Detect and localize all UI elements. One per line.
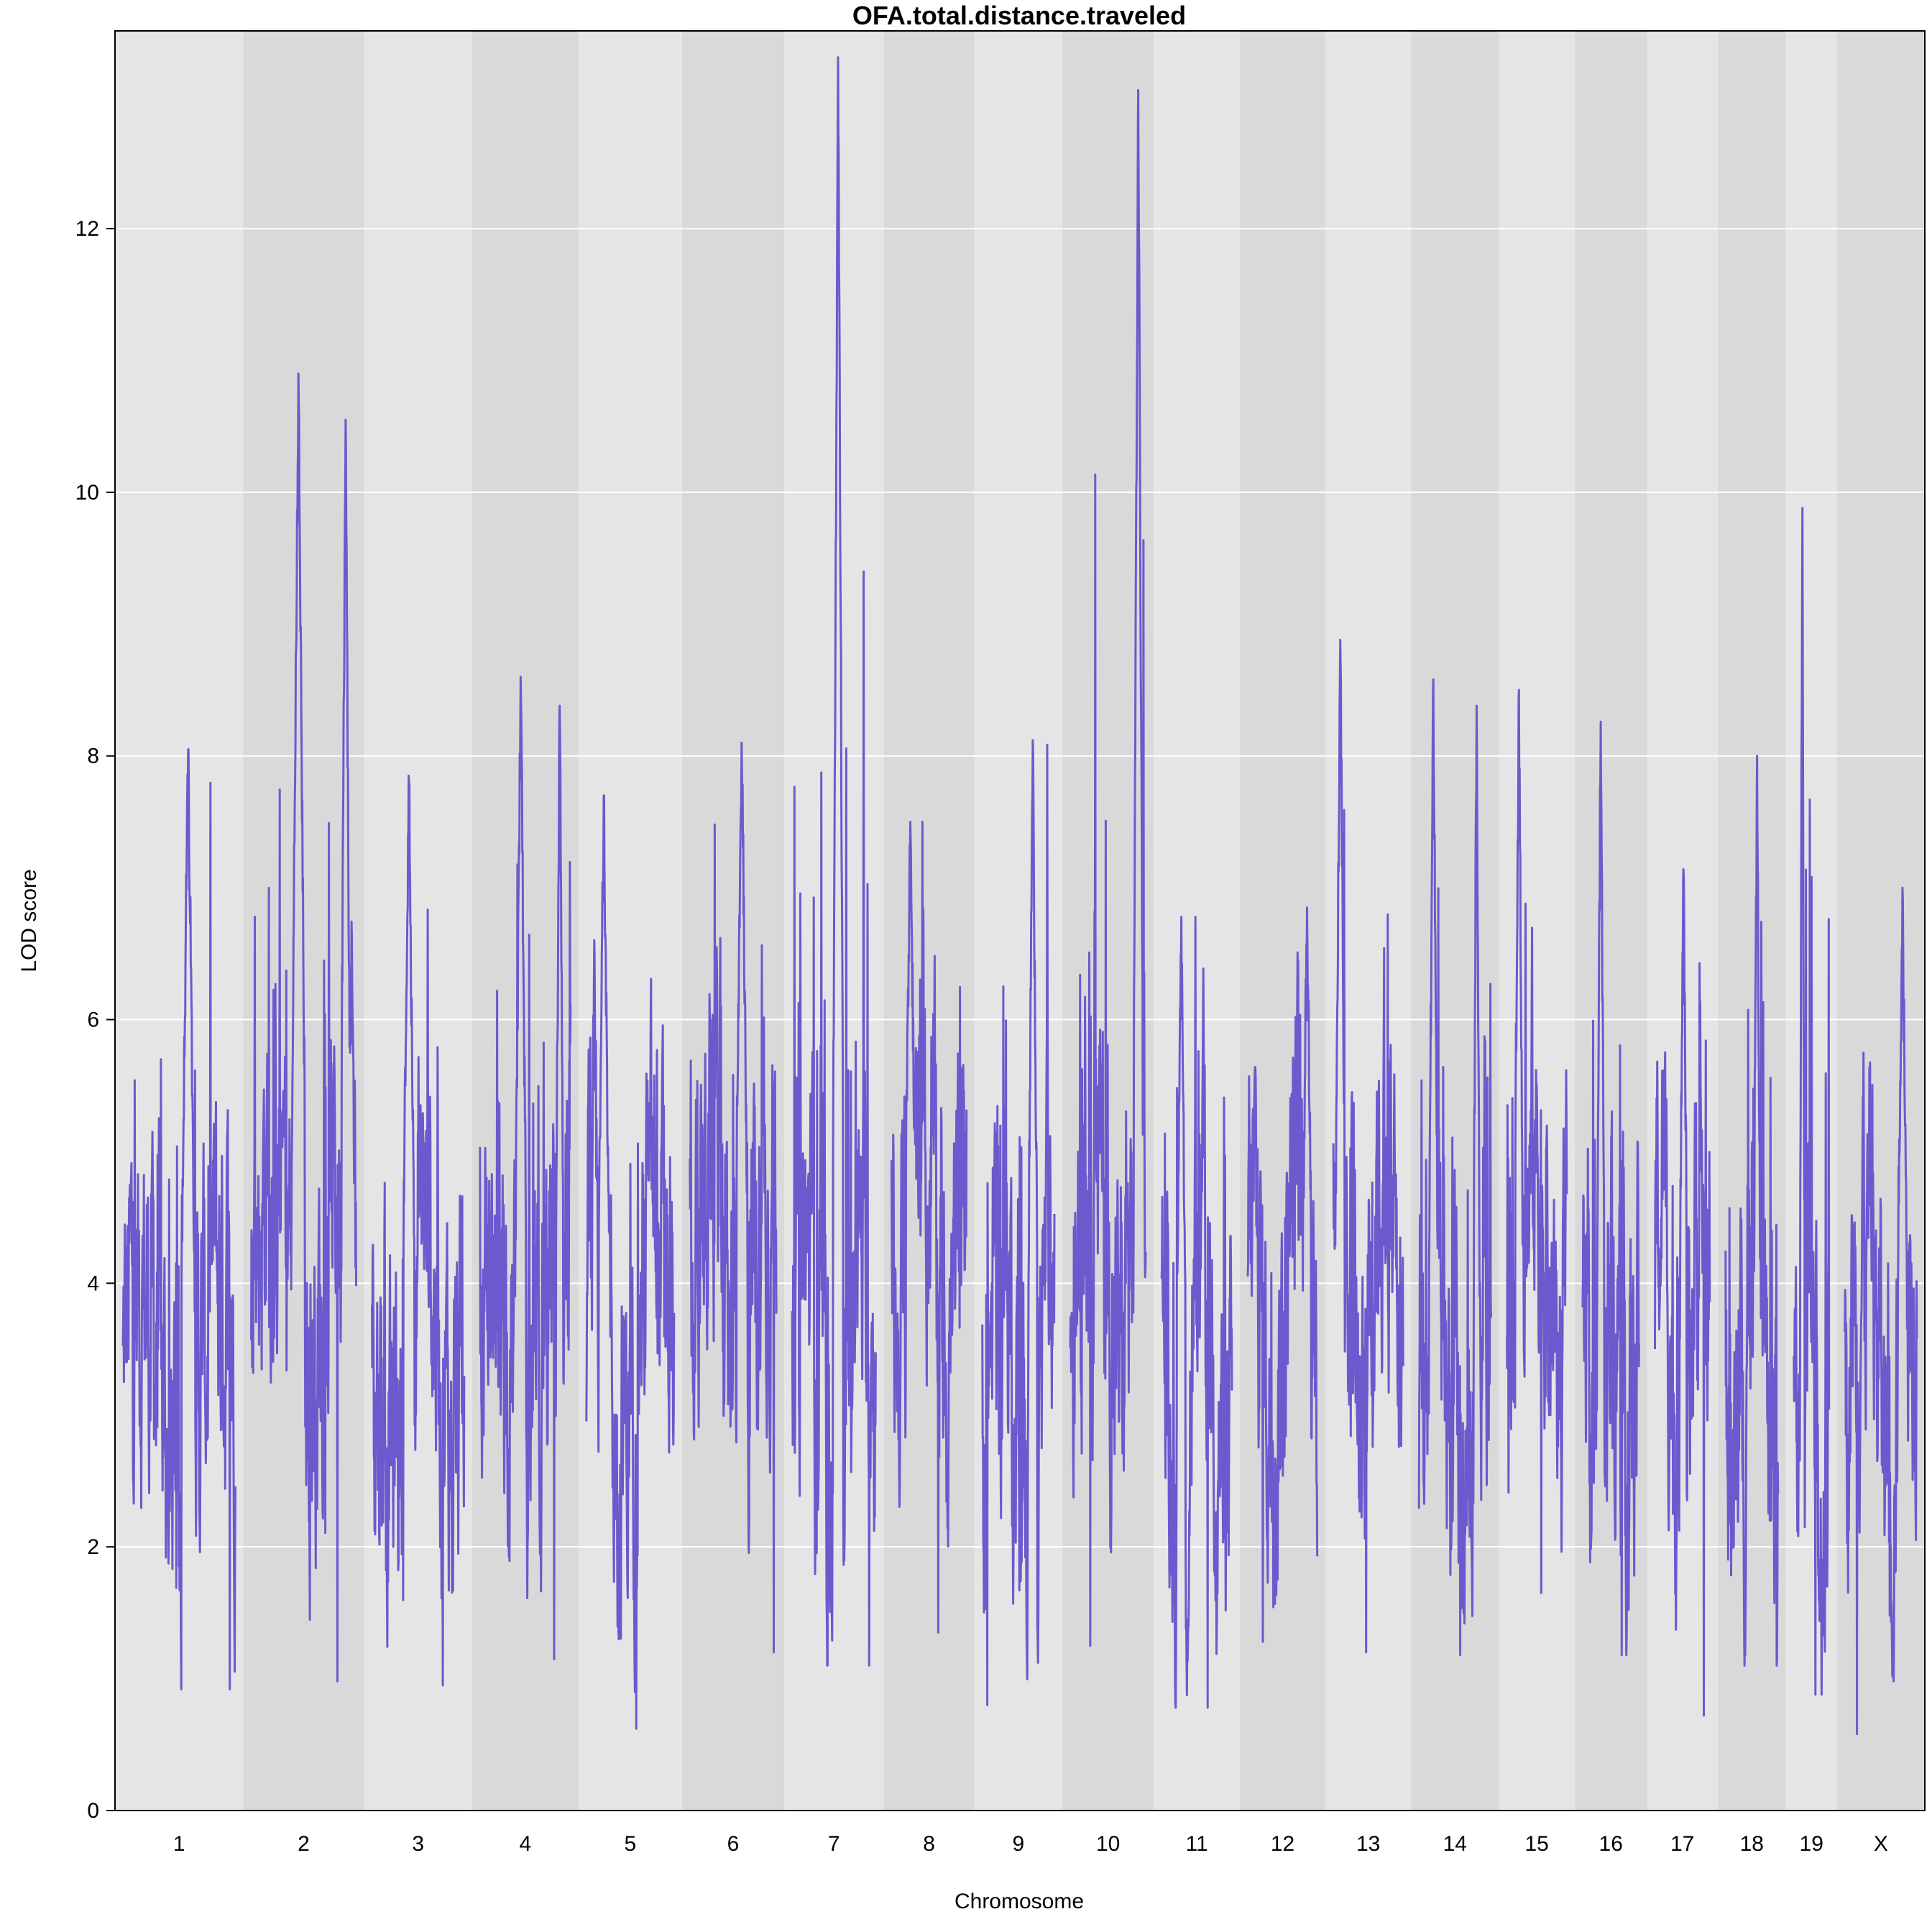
lod-trace-chr-1	[121, 748, 236, 1690]
lod-trace-chr-2	[250, 372, 357, 1683]
y-axis: 0 2 4 6 8 10 12	[75, 217, 115, 1823]
y-tick-label: 2	[87, 1535, 99, 1559]
x-tick-label: 10	[1096, 1832, 1120, 1856]
x-tick-label: 13	[1356, 1832, 1380, 1856]
chromosome-band-14	[1411, 31, 1499, 1811]
x-tick-label: 7	[828, 1832, 840, 1856]
x-tick-label: 5	[624, 1832, 636, 1856]
x-tick-label: 17	[1670, 1832, 1694, 1856]
lod-series	[121, 56, 1918, 1736]
lod-trace-chr-8	[890, 820, 968, 1634]
lod-trace-chr-11	[1160, 916, 1233, 1709]
lod-trace-chr-16	[1581, 720, 1640, 1657]
lod-trace-chr-9	[981, 739, 1056, 1706]
chromosome-band-15	[1499, 31, 1575, 1811]
lod-trace-chr-15	[1506, 689, 1568, 1594]
chromosome-band-5	[578, 31, 682, 1811]
x-tick-label: 4	[519, 1832, 531, 1856]
y-tick-label: 12	[75, 217, 99, 241]
lod-trace-chr-3	[371, 774, 466, 1687]
lod-trace-chr-6	[689, 741, 778, 1654]
x-tick-label: 1	[173, 1832, 185, 1856]
x-tick-label: 18	[1740, 1832, 1764, 1856]
x-tick-label: 2	[298, 1832, 310, 1856]
x-tick-label: 16	[1599, 1832, 1623, 1856]
chromosome-band-4	[472, 31, 579, 1811]
lod-trace-chr-14	[1417, 678, 1492, 1657]
lod-trace-chr-7	[791, 56, 877, 1667]
lod-trace-chr-13	[1332, 638, 1404, 1654]
x-axis-label: Chromosome	[954, 1890, 1084, 1913]
y-tick-label: 8	[87, 745, 99, 768]
lod-trace-chr-4	[479, 676, 572, 1660]
x-tick-label: 6	[727, 1832, 740, 1856]
x-tick-label: 8	[923, 1832, 935, 1856]
y-tick-label: 4	[87, 1271, 99, 1295]
x-tick-label: 9	[1013, 1832, 1025, 1856]
chromosome-bands	[115, 31, 1925, 1811]
x-tick-label: 3	[412, 1832, 424, 1856]
x-tick-label: 14	[1443, 1832, 1467, 1856]
x-tick-label: 12	[1271, 1832, 1294, 1856]
chromosome-band-X	[1836, 31, 1925, 1811]
chromosome-band-16	[1574, 31, 1647, 1811]
chromosome-band-12	[1240, 31, 1326, 1811]
lod-trace-chr-12	[1246, 906, 1319, 1643]
lod-trace-chr-5	[585, 794, 676, 1730]
lod-trace-chr-17	[1654, 868, 1711, 1717]
x-tick-label: X	[1874, 1832, 1888, 1856]
lod-trace-chr-10	[1069, 89, 1147, 1647]
chromosome-band-6	[681, 31, 785, 1811]
chromosome-band-8	[883, 31, 975, 1811]
chromosome-band-13	[1325, 31, 1412, 1811]
y-tick-label: 6	[87, 1008, 99, 1032]
lod-trace-chr-19	[1793, 507, 1831, 1696]
y-tick-label: 10	[75, 481, 99, 505]
chart-title: OFA.total.distance.traveled	[852, 1, 1186, 30]
lod-trace-chr-X	[1844, 886, 1918, 1736]
y-tick-label: 0	[87, 1799, 99, 1823]
y-axis-label: LOD score	[17, 869, 41, 972]
lod-trace-chr-18	[1724, 755, 1780, 1667]
x-tick-label: 11	[1186, 1832, 1208, 1856]
x-axis: 1 2 3 4 5 6 7 8 9 10 11 12 13 14 15 16 17 18 19 X	[173, 1832, 1888, 1856]
plot-frame	[114, 30, 1926, 1811]
x-tick-label: 15	[1525, 1832, 1549, 1856]
x-tick-label: 19	[1800, 1832, 1823, 1856]
